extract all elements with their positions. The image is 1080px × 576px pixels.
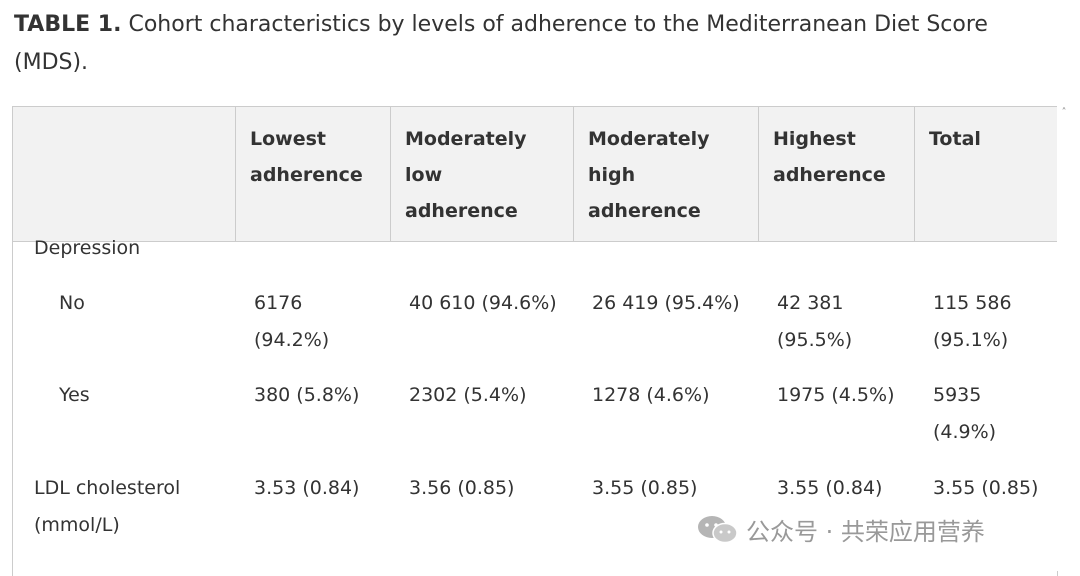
table-cell: 26 419 (95.4%) xyxy=(592,292,740,314)
header-moderately-high-adherence: Moderately high adherence xyxy=(573,107,758,241)
table-cell: 3.53 (0.84) xyxy=(254,477,360,499)
table-header: Lowest adherence Moderately low adherenc… xyxy=(13,106,1057,242)
table-cell: 3.55 (0.84) xyxy=(777,477,883,499)
table-cell: 1278 (4.6%) xyxy=(592,384,710,406)
vertical-scrollbar[interactable]: ˄ xyxy=(1057,106,1071,571)
header-text: Total xyxy=(929,128,981,150)
table-cell: 3.56 (0.85) xyxy=(409,477,515,499)
header-highest-adherence: Highest adherence xyxy=(758,107,914,241)
cell-text: (4.9%) xyxy=(933,421,997,443)
row-label-yes: Yes xyxy=(59,384,90,406)
watermark-text: 公众号 · 共荣应用营养 xyxy=(746,517,985,546)
header-cell-empty xyxy=(13,107,235,241)
table-title: Cohort characteristics by levels of adhe… xyxy=(128,12,988,37)
header-total: Total xyxy=(914,107,1057,241)
table-cell: 3.55 (0.85) xyxy=(933,477,1039,499)
cell-text: 5935 xyxy=(933,384,982,406)
table-cell: 6176 (94.2%) xyxy=(254,285,329,359)
cell-text: (94.2%) xyxy=(254,329,330,351)
header-moderately-low-adherence: Moderately low adherence xyxy=(390,107,573,241)
caption-line-1: TABLE 1. Cohort characteristics by level… xyxy=(14,6,1054,44)
row-label-no: No xyxy=(59,292,85,314)
header-text: adherence xyxy=(773,164,886,186)
table-cell: 1975 (4.5%) xyxy=(777,384,895,406)
cell-text: LDL cholesterol xyxy=(34,477,181,499)
header-text: high xyxy=(588,164,636,186)
header-lowest-adherence: Lowest adherence xyxy=(235,107,390,241)
table-cell: 3.55 (0.85) xyxy=(592,477,698,499)
header-text: adherence xyxy=(588,200,701,222)
header-text: Lowest xyxy=(250,128,326,150)
header-text: adherence xyxy=(250,164,363,186)
data-table: Lowest adherence Moderately low adherenc… xyxy=(12,106,1058,576)
header-text: Moderately xyxy=(405,128,527,150)
cell-text: (95.1%) xyxy=(933,329,1009,351)
header-text: low adherence xyxy=(405,164,518,222)
row-label-ldl-cholesterol: LDL cholesterol (mmol/L) xyxy=(34,470,180,544)
table-label: TABLE 1. xyxy=(14,12,122,37)
table-cell: 42 381 (95.5%) xyxy=(777,285,852,359)
table-cell: 2302 (5.4%) xyxy=(409,384,527,406)
cell-text: 115 586 xyxy=(933,292,1012,314)
watermark: 公众号 · 共荣应用营养 xyxy=(696,506,985,552)
cell-text: 6176 xyxy=(254,292,303,314)
table-cell: 115 586 (95.1%) xyxy=(933,285,1012,359)
wechat-icon xyxy=(698,516,738,544)
section-label-depression: Depression xyxy=(34,237,141,259)
header-text: Highest xyxy=(773,128,856,150)
table-cell: 5935 (4.9%) xyxy=(933,377,996,451)
table-cell: 380 (5.8%) xyxy=(254,384,360,406)
cell-text: (95.5%) xyxy=(777,329,853,351)
table-cell: 40 610 (94.6%) xyxy=(409,292,557,314)
cell-text: 42 381 xyxy=(777,292,844,314)
table-caption: TABLE 1. Cohort characteristics by level… xyxy=(14,6,1054,82)
caption-line-2: (MDS). xyxy=(14,50,89,75)
scroll-up-arrow-icon[interactable]: ˄ xyxy=(1061,107,1067,118)
cell-text: (mmol/L) xyxy=(34,514,120,536)
header-text: Moderately xyxy=(588,128,710,150)
